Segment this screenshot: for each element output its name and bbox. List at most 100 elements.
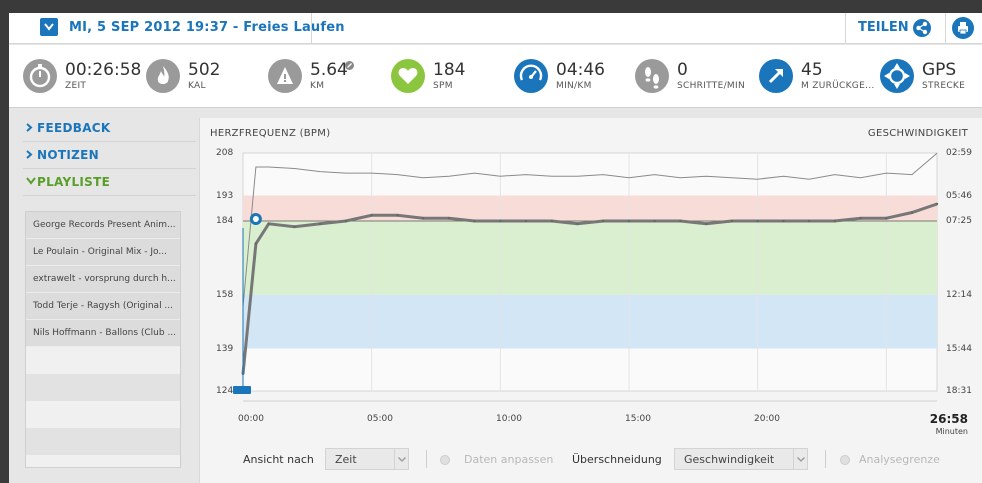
x-tick: 20:00 <box>754 414 780 424</box>
heart-rate-point <box>473 219 476 223</box>
x-tick: 10:00 <box>496 414 522 424</box>
heart-rate-point <box>807 219 811 223</box>
duration-unit: Minuten <box>935 427 968 436</box>
heart-rate-point <box>396 214 399 217</box>
chart-right-axis-title: GESCHWINDIGKEIT <box>867 128 968 139</box>
analysis-limit-checkbox[interactable] <box>840 455 850 465</box>
select-caret <box>394 449 408 469</box>
fit-data-label: Daten anpassen <box>464 453 554 466</box>
stat-value: 0 <box>677 60 688 80</box>
y-left-tick: 124 <box>216 386 234 396</box>
y-right-tick: 12:14 <box>946 290 972 300</box>
hr-zone-band <box>243 221 937 295</box>
share-icon[interactable] <box>913 19 931 37</box>
playlist-empty-row <box>26 401 180 428</box>
stat-value: 184 <box>433 60 466 80</box>
analysis-limit-label: Analysegrenze <box>859 453 940 466</box>
sidebar-item-label: NOTIZEN <box>37 148 99 162</box>
heart-rate-point <box>421 216 425 220</box>
heart-rate-point <box>267 222 270 226</box>
heart-rate-point <box>782 219 785 223</box>
heart-rate-point <box>254 242 258 245</box>
heart-rate-point <box>653 219 656 223</box>
heart-rate-point <box>679 219 682 223</box>
stat-label: M ZURÜCKGE... <box>801 81 875 91</box>
x-tick: 05:00 <box>367 414 393 424</box>
divider <box>945 13 946 44</box>
fit-data-checkbox[interactable] <box>440 455 450 465</box>
stats-bar: 00:26:58 ZEIT 502 KAL 5.64 KM 184 SPM <box>9 45 982 108</box>
chart-left-axis-title: HERZFREQUENZ (BPM) <box>210 128 331 139</box>
overlay-value: Geschwindigkeit <box>684 453 775 466</box>
y-left-tick: 139 <box>216 344 234 354</box>
y-right-tick: 07:25 <box>946 216 972 226</box>
divider <box>845 13 846 44</box>
sidebar-item-playlist[interactable]: PLAYLISTE <box>23 170 196 196</box>
share-button[interactable]: TEILEN <box>858 20 909 35</box>
heart-rate-point <box>885 216 888 220</box>
divider <box>426 450 427 468</box>
select-caret <box>793 449 807 469</box>
timeline-handle <box>233 386 251 394</box>
chevron-down-icon <box>797 457 805 462</box>
sidebar-item-feedback[interactable]: FEEDBACK <box>23 116 196 142</box>
heart-rate-point <box>293 225 296 228</box>
stat-label: MIN/KM <box>556 81 592 91</box>
chevron-down-icon <box>398 457 406 462</box>
terrain-icon <box>268 59 302 93</box>
heart-rate-point <box>602 219 605 223</box>
heart-rate-point <box>730 219 734 223</box>
heart-rate-point <box>935 202 939 206</box>
sidebar-item-label: FEEDBACK <box>37 121 111 135</box>
heart-rate-point <box>370 214 373 217</box>
stat-value: 5.64 <box>310 60 348 80</box>
chevron-right-icon <box>26 123 33 132</box>
stat-label: KM <box>310 81 325 91</box>
y-right-tick: 18:31 <box>946 386 972 396</box>
divider <box>311 13 312 44</box>
chart-controls: Ansicht nach Zeit Daten anpassen Übersch… <box>200 445 982 475</box>
playlist-track[interactable]: Le Poulain - Original Mix - Jo... <box>26 239 180 266</box>
chevron-right-icon <box>26 150 33 159</box>
y-right-tick: 02:59 <box>946 148 972 158</box>
hr-zone-band <box>243 294 937 349</box>
overlay-select[interactable]: Geschwindigkeit <box>674 448 808 470</box>
sidebar-item-label: PLAYLISTE <box>37 175 111 189</box>
position-marker-center <box>252 216 259 222</box>
view-by-select[interactable]: Zeit <box>325 448 409 470</box>
playlist-track[interactable]: Todd Terje - Ragysh (Original ... <box>26 293 180 320</box>
stat-label: ZEIT <box>65 81 87 91</box>
gps-target-icon <box>880 59 914 93</box>
overlay-label: Überschneidung <box>572 453 662 466</box>
date-dropdown-button[interactable] <box>40 18 58 36</box>
playlist-empty-row <box>26 347 180 374</box>
playlist-empty-row <box>26 374 180 401</box>
heart-rate-point <box>910 211 914 214</box>
stat-value: 45 <box>801 60 823 80</box>
heart-rate-point <box>318 222 322 226</box>
print-icon[interactable] <box>952 17 974 39</box>
y-left-tick: 184 <box>216 216 234 226</box>
sidebar-item-notes[interactable]: NOTIZEN <box>23 143 196 169</box>
y-right-tick: 15:44 <box>946 344 972 354</box>
playlist-track[interactable]: extrawelt - vorsprung durch h... <box>26 266 180 293</box>
edit-pencil-icon[interactable] <box>345 61 354 70</box>
chevron-down-icon <box>44 23 54 31</box>
chevron-down-icon <box>26 177 36 185</box>
playlist-track[interactable]: George Records Present Anim... <box>26 212 180 239</box>
workout-title[interactable]: MI, 5 SEP 2012 19:37 - Freies Laufen <box>69 20 345 35</box>
heart-rate-point <box>524 219 528 223</box>
hr-zone-band <box>243 195 937 221</box>
y-left-tick: 208 <box>216 148 234 158</box>
stat-label: KAL <box>188 81 206 91</box>
playlist-track[interactable]: Nils Hoffmann - Ballons (Club ... <box>26 320 180 347</box>
stat-label: SCHRITTE/MIN <box>677 81 745 91</box>
heart-rate-point <box>550 219 553 223</box>
stat-value: 502 <box>188 60 221 80</box>
heart-rate-chart[interactable] <box>200 118 982 418</box>
heart-rate-point <box>344 219 348 223</box>
header-bar: MI, 5 SEP 2012 19:37 - Freies Laufen TEI… <box>9 13 982 44</box>
stat-value: 04:46 <box>556 60 605 80</box>
duration-value: 26:58 <box>929 412 968 426</box>
heart-icon <box>391 59 425 93</box>
